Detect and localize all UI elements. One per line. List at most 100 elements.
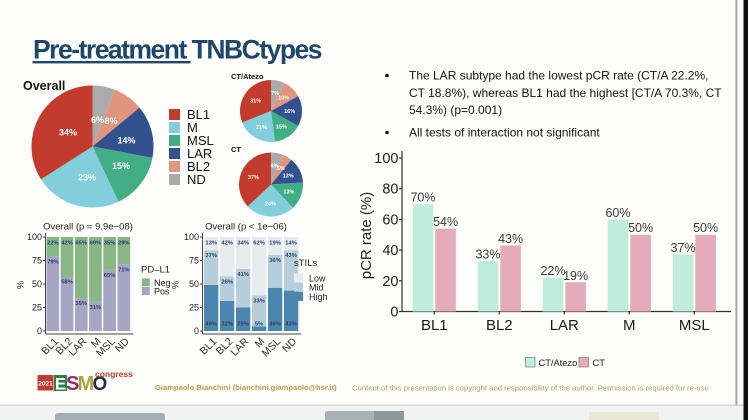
svg-text:MSL: MSL [187, 133, 214, 148]
svg-text:14%: 14% [285, 241, 297, 247]
svg-text:E: E [55, 375, 66, 394]
svg-text:37%: 37% [248, 175, 259, 181]
svg-text:22%: 22% [47, 241, 59, 247]
svg-text:LAR: LAR [550, 317, 579, 334]
svg-text:M: M [623, 317, 636, 334]
svg-text:41%: 41% [237, 272, 249, 278]
svg-text:CT 18.8%), whereas BL1 had the: CT 18.8%), whereas BL1 had the highest [… [409, 86, 722, 100]
svg-text:Giampaolo Bianchini (bianchini: Giampaolo Bianchini (bianchini.giampaolo… [155, 383, 337, 392]
svg-text:13%: 13% [283, 190, 294, 196]
svg-text:Overall (p < 1e−06): Overall (p < 1e−06) [205, 222, 287, 233]
svg-text:MSL: MSL [679, 317, 710, 334]
svg-text:42%: 42% [61, 241, 73, 247]
svg-text:CT/Atezo: CT/Atezo [231, 72, 264, 81]
svg-text:Content of this presentation i: Content of this presentation is copyrigh… [352, 384, 709, 393]
svg-text:34%: 34% [59, 128, 77, 138]
svg-text:Pre-treatment TNBCtypes: Pre-treatment TNBCtypes [33, 35, 322, 65]
svg-text:35%: 35% [104, 241, 116, 247]
svg-text:50: 50 [189, 279, 199, 289]
svg-text:ND: ND [187, 172, 206, 187]
svg-text:46%: 46% [269, 322, 281, 328]
svg-text:62%: 62% [253, 241, 265, 247]
svg-text:43%: 43% [285, 322, 297, 328]
svg-text:24%: 24% [265, 202, 276, 208]
svg-text:16%: 16% [284, 109, 295, 115]
svg-text:Mid: Mid [309, 283, 324, 293]
svg-text:8%: 8% [104, 116, 117, 126]
svg-text:sTILs: sTILs [294, 258, 317, 269]
svg-text:congress: congress [95, 369, 133, 379]
svg-text:S: S [66, 373, 79, 395]
svg-text:5%: 5% [277, 166, 285, 172]
svg-text:50%: 50% [628, 221, 653, 235]
svg-text:6%: 6% [271, 164, 279, 170]
svg-text:M: M [187, 120, 198, 135]
svg-text:32%: 32% [221, 322, 233, 328]
svg-text:100: 100 [374, 151, 398, 167]
svg-text:14%: 14% [117, 136, 135, 146]
svg-text:54.3%) (p=0.001): 54.3%) (p=0.001) [409, 103, 502, 117]
svg-text:37%: 37% [670, 241, 695, 255]
svg-text:25: 25 [32, 303, 42, 313]
svg-text:69%: 69% [90, 241, 102, 247]
svg-text:High: High [309, 292, 328, 302]
svg-text:25: 25 [189, 303, 199, 313]
svg-text:5%: 5% [255, 322, 263, 328]
svg-text:22%: 22% [540, 264, 565, 278]
svg-text:25%: 25% [237, 322, 249, 328]
svg-text:37%: 37% [205, 253, 217, 259]
svg-text:M: M [78, 373, 95, 395]
svg-text:19%: 19% [269, 241, 281, 247]
svg-text:Pos: Pos [154, 287, 170, 297]
svg-text:54%: 54% [433, 215, 458, 229]
svg-text:Overall (p = 9.9e−08): Overall (p = 9.9e−08) [43, 222, 133, 233]
svg-text:BL2: BL2 [187, 159, 210, 174]
svg-text:26%: 26% [221, 280, 233, 286]
svg-text:60%: 60% [605, 206, 630, 220]
svg-text:43%: 43% [285, 253, 297, 259]
svg-text:49%: 49% [205, 322, 217, 328]
svg-text:23%: 23% [78, 173, 96, 183]
svg-text:70%: 70% [410, 191, 435, 205]
svg-text:71%: 71% [118, 267, 130, 273]
svg-text:19%: 19% [563, 269, 588, 283]
svg-text:31%: 31% [250, 99, 261, 105]
svg-text:2021: 2021 [38, 381, 53, 388]
svg-text:31%: 31% [90, 305, 102, 311]
svg-text:58%: 58% [61, 280, 73, 286]
svg-text:100: 100 [27, 232, 42, 242]
svg-text:34%: 34% [237, 241, 249, 247]
svg-text:CT: CT [231, 145, 241, 154]
svg-text:PD–L1: PD–L1 [141, 265, 170, 276]
svg-text:15%: 15% [276, 124, 287, 130]
svg-text:50: 50 [32, 279, 42, 289]
svg-text:13%: 13% [283, 174, 294, 180]
svg-text:6%: 6% [91, 115, 104, 125]
svg-text:15%: 15% [112, 161, 130, 171]
svg-text:Low: Low [309, 274, 326, 284]
svg-text:0: 0 [37, 326, 42, 336]
svg-text:100: 100 [184, 232, 199, 242]
svg-text:0: 0 [194, 326, 199, 336]
svg-text:%: % [16, 281, 26, 289]
svg-text:33%: 33% [475, 247, 500, 261]
svg-text:29%: 29% [118, 241, 130, 247]
svg-text:42%: 42% [221, 241, 233, 247]
svg-text:pCR rate (%): pCR rate (%) [358, 192, 375, 280]
svg-text:0: 0 [390, 305, 398, 321]
svg-text:75: 75 [32, 256, 42, 266]
svg-text:CT: CT [593, 358, 606, 368]
svg-text:BL1: BL1 [421, 317, 448, 334]
svg-text:21%: 21% [256, 125, 267, 131]
svg-text:65%: 65% [75, 241, 87, 247]
svg-text:All tests of interaction not s: All tests of interaction not significant [409, 126, 600, 140]
svg-text:Neg: Neg [154, 278, 171, 288]
svg-text:13%: 13% [205, 241, 217, 247]
svg-text:75: 75 [189, 256, 199, 266]
svg-text:7%: 7% [271, 91, 279, 97]
svg-text:Overall: Overall [23, 79, 65, 93]
svg-text:36%: 36% [269, 258, 281, 264]
svg-text:LAR: LAR [187, 146, 212, 161]
svg-text:60: 60 [382, 212, 398, 228]
svg-text:50%: 50% [693, 221, 718, 235]
